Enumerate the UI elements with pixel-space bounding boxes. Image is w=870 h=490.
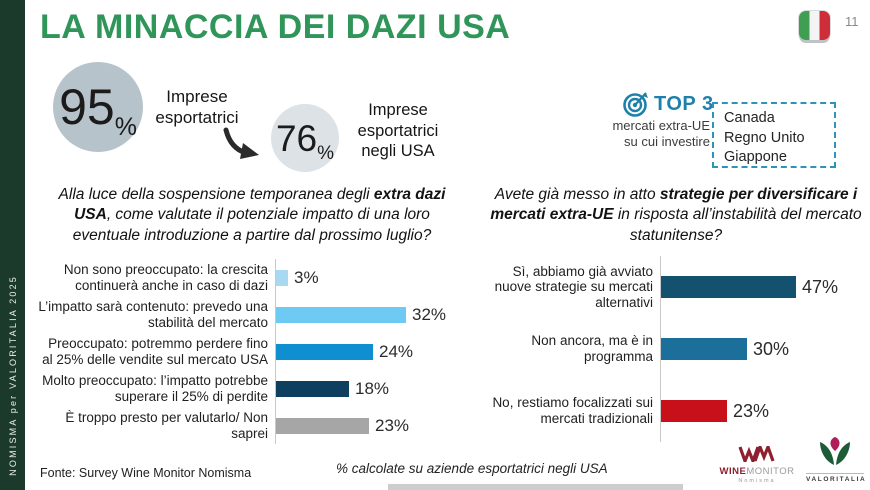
stat-label-exporters: Imprese esportatrici [155, 87, 239, 128]
chart-row: Non sono preoccupato: la crescita contin… [38, 259, 486, 296]
question-text: in risposta all’instabilità del mercato … [613, 206, 862, 244]
page-number: 11 [845, 14, 859, 29]
bar-zone: 30% [660, 318, 868, 380]
italian-flag-icon [799, 11, 830, 40]
winemonitor-monogram-icon [738, 442, 775, 466]
question-text-bold: extra dazi USA [74, 186, 446, 224]
chart-row: Non ancora, ma è in programma 30% [492, 318, 868, 380]
bar-category-label: È troppo presto per valutarlo/ Non sapre… [65, 409, 268, 441]
chart-row: Preoccupato: potremmo perdere fino al 25… [38, 333, 486, 370]
question-text: , come valutate il potenziale impatto di… [72, 206, 432, 244]
bar [276, 306, 406, 323]
bar-zone: 23% [275, 407, 486, 444]
bar-category-label: Sì, abbiamo già avviato nuove strategie … [494, 263, 653, 310]
top3-markets-box: Canada Regno Unito Giappone [712, 102, 836, 168]
winemonitor-wordmark: WINEMONITOR [712, 466, 802, 477]
bar [661, 276, 796, 298]
question-text: Avete già messo in atto [494, 186, 660, 203]
bar-value-label: 3% [294, 267, 319, 287]
stat-circle-exporters: 95 % [53, 62, 143, 152]
winemonitor-wordmark-strong: WINE [719, 466, 747, 477]
bar-value-label: 23% [733, 400, 770, 421]
bar-category-label: Non ancora, ma è in programma [531, 333, 653, 364]
flag-stripes [799, 11, 830, 40]
question-text: Alla luce della sospensione temporanea d… [58, 186, 374, 203]
bar-category-label: Non sono preoccupato: la crescita contin… [63, 261, 268, 293]
bar-value-label: 30% [753, 338, 790, 359]
winemonitor-logo: WINEMONITOR Nomisma [712, 442, 802, 485]
top3-subtitle-line2: su cui investire [624, 134, 710, 150]
chart-row: Sì, abbiamo già avviato nuove strategie … [492, 256, 868, 318]
valoritalia-wordmark: VALORITALIA [806, 473, 865, 483]
bar [276, 380, 349, 397]
bar-category-label: Molto preoccupato: l’impatto potrebbe su… [42, 372, 268, 404]
bar-category-label: No, restiamo focalizzati sui mercati tra… [492, 395, 653, 426]
top3-header: TOP 3 [622, 90, 714, 118]
chart-row: L’impatto sarà contenuto: prevedo una st… [38, 296, 486, 333]
calculation-note: % calcolate su aziende esportatrici negl… [336, 461, 608, 476]
sidebar-vertical-text: NOMISMA per VALORITALIA 2025 [7, 275, 18, 476]
top3-market-item: Regno Unito [724, 129, 805, 146]
top3-subtitle-line1: mercati extra-UE [612, 118, 710, 133]
source-note: Fonte: Survey Wine Monitor Nomisma [40, 466, 252, 480]
winemonitor-wordmark-light: MONITOR [746, 466, 795, 477]
question-text-bold: strategie per diversificare i mercati ex… [490, 186, 858, 224]
bar-category-label: L’impatto sarà contenuto: prevedo una st… [38, 298, 268, 330]
winemonitor-nomisma-text: Nomisma [738, 478, 776, 485]
bar-category-label: Preoccupato: potremmo perdere fino al 25… [42, 335, 268, 367]
bar-value-label: 47% [802, 276, 839, 297]
bar-zone: 23% [660, 380, 868, 442]
target-icon [623, 92, 648, 117]
tariff-impact-bar-chart: Non sono preoccupato: la crescita contin… [38, 259, 486, 444]
bar [661, 400, 727, 422]
chart-row: No, restiamo focalizzati sui mercati tra… [492, 380, 868, 442]
diversification-bar-chart: Sì, abbiamo già avviato nuove strategie … [492, 256, 868, 442]
bar-value-label: 23% [375, 415, 410, 435]
stat-unit: % [114, 113, 137, 141]
bar [661, 338, 747, 360]
top3-title: TOP 3 [654, 92, 714, 115]
page-title: LA MINACCIA DEI DAZI USA [40, 8, 511, 46]
bar-value-label: 18% [355, 378, 390, 398]
bottom-edge-strip [388, 484, 683, 490]
valoritalia-emblem-icon [820, 437, 850, 465]
stat-circle-usa-exporters: 76 % [271, 104, 339, 172]
bar [276, 417, 369, 434]
bar [276, 343, 373, 360]
right-chart-question: Avete già messo in atto strategie per di… [490, 185, 862, 246]
chart-row: È troppo presto per valutarlo/ Non sapre… [38, 407, 486, 444]
bar-value-label: 24% [379, 341, 414, 361]
bar-zone: 3% [275, 259, 486, 296]
top3-market-item: Canada [724, 110, 775, 126]
curved-arrow-icon [223, 127, 259, 159]
bar-value-label: 32% [412, 304, 447, 324]
bar-zone: 32% [275, 296, 486, 333]
left-chart-question: Alla luce della sospensione temporanea d… [42, 185, 462, 246]
stat-value: 76 [275, 117, 318, 159]
bar-zone: 24% [275, 333, 486, 370]
bar [276, 269, 288, 286]
bar-zone: 47% [660, 256, 868, 318]
chart-row: Molto preoccupato: l’impatto potrebbe su… [38, 370, 486, 407]
sidebar-band: NOMISMA per VALORITALIA 2025 [0, 0, 25, 490]
stat-unit: % [317, 143, 335, 164]
top3-subtitle: mercati extra-UE su cui investire [600, 118, 710, 151]
bar-zone: 18% [275, 370, 486, 407]
stat-value: 95 [59, 79, 115, 135]
stat-label-usa-exporters: Imprese esportatrici negli USA [357, 101, 439, 161]
valoritalia-logo: VALORITALIA [806, 437, 865, 483]
top3-market-item: Giappone [724, 149, 787, 166]
